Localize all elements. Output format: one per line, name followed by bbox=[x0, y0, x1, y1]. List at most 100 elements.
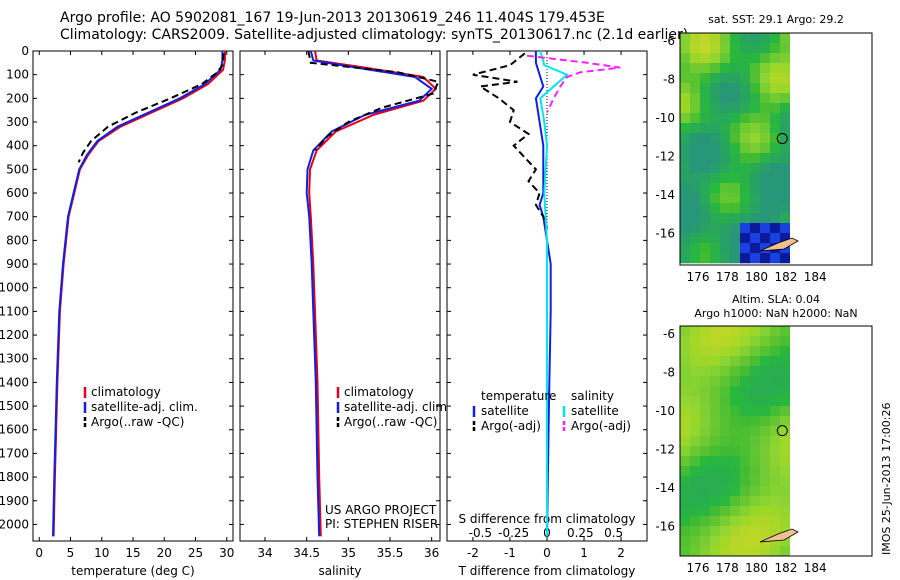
depth-tick-label: 1600 bbox=[0, 423, 29, 437]
map-cell bbox=[700, 446, 711, 457]
map-cell bbox=[690, 386, 701, 397]
map-cell bbox=[710, 406, 721, 417]
map-cell bbox=[690, 546, 701, 557]
map-cell bbox=[690, 73, 701, 84]
map-cell bbox=[720, 546, 731, 557]
map-cell bbox=[680, 356, 691, 367]
map-cell bbox=[760, 223, 771, 234]
map-cell bbox=[680, 416, 691, 427]
map-cell bbox=[730, 426, 741, 437]
island-shape bbox=[759, 528, 799, 543]
diff-legend-heading: temperature bbox=[481, 389, 556, 403]
map-cell bbox=[750, 83, 761, 94]
temperature-xtick-label: 25 bbox=[188, 546, 203, 560]
map-cell bbox=[700, 536, 711, 547]
map-cell bbox=[730, 63, 741, 74]
map-cell bbox=[730, 163, 741, 174]
map-cell bbox=[720, 486, 731, 497]
map-cell bbox=[760, 63, 771, 74]
map-cell bbox=[710, 193, 721, 204]
map-cell bbox=[700, 183, 711, 194]
map-cell bbox=[770, 396, 781, 407]
map-cell bbox=[760, 253, 771, 264]
map-cell bbox=[710, 73, 721, 84]
map-cell bbox=[740, 243, 751, 254]
map-cell bbox=[690, 33, 701, 44]
map-cell bbox=[740, 103, 751, 114]
map-cell bbox=[710, 436, 721, 447]
map-cell bbox=[760, 386, 771, 397]
temperature-legend-label: climatology bbox=[91, 385, 161, 399]
map-cell bbox=[780, 213, 791, 224]
map-cell bbox=[700, 386, 711, 397]
map-cell bbox=[720, 83, 731, 94]
map-cell bbox=[710, 386, 721, 397]
map-cell bbox=[760, 516, 771, 527]
depth-tick-label: 600 bbox=[6, 186, 29, 200]
map-cell bbox=[700, 133, 711, 144]
map-cell bbox=[720, 113, 731, 124]
map-cell bbox=[780, 163, 791, 174]
map-cell bbox=[760, 53, 771, 64]
map-cell bbox=[770, 516, 781, 527]
map-cell bbox=[700, 123, 711, 134]
map-cell bbox=[770, 173, 781, 184]
map-cell bbox=[760, 426, 771, 437]
map-cell bbox=[780, 376, 791, 387]
map-cell bbox=[680, 43, 691, 54]
map-cell bbox=[740, 153, 751, 164]
map-cell bbox=[720, 346, 731, 357]
map-cell bbox=[740, 213, 751, 224]
map-lon-tick-label: 178 bbox=[716, 561, 739, 575]
map-cell bbox=[730, 336, 741, 347]
map-cell bbox=[730, 113, 741, 124]
map-cell bbox=[700, 456, 711, 467]
map-lat-tick-label: -12 bbox=[655, 150, 675, 164]
map-lon-tick-label: 184 bbox=[804, 270, 827, 284]
depth-tick-label: 2000 bbox=[0, 517, 29, 531]
salinity-diff-tick-label: -0.25 bbox=[498, 526, 529, 540]
map-cell bbox=[760, 546, 771, 557]
map-cell bbox=[700, 33, 711, 44]
map-cell bbox=[700, 53, 711, 64]
map-cell bbox=[750, 63, 761, 74]
map-cell bbox=[680, 396, 691, 407]
map-cell bbox=[690, 133, 701, 144]
map-cell bbox=[710, 233, 721, 244]
map-cell bbox=[770, 426, 781, 437]
map-cell bbox=[720, 53, 731, 64]
map-cell bbox=[730, 546, 741, 557]
map-cell bbox=[690, 516, 701, 527]
map-cell bbox=[720, 476, 731, 487]
map-cell bbox=[680, 193, 691, 204]
map-cell bbox=[720, 153, 731, 164]
temperature-series-satellite-adj-clim bbox=[52, 51, 224, 537]
map-cell bbox=[690, 173, 701, 184]
map-cell bbox=[760, 416, 771, 427]
map-cell bbox=[750, 396, 761, 407]
map-cell bbox=[730, 356, 741, 367]
map-cell bbox=[690, 113, 701, 124]
map-cell bbox=[760, 33, 771, 44]
map-cell bbox=[720, 183, 731, 194]
depth-tick-label: 1300 bbox=[0, 352, 29, 366]
map-cell bbox=[730, 123, 741, 134]
salinity-series-argo-raw-qc bbox=[307, 50, 440, 152]
map-cell bbox=[690, 103, 701, 114]
map-cell bbox=[770, 376, 781, 387]
map-cell bbox=[760, 466, 771, 477]
map-cell bbox=[720, 526, 731, 537]
map-cell bbox=[770, 386, 781, 397]
map-cell bbox=[780, 446, 791, 457]
map-cell bbox=[720, 123, 731, 134]
map-cell bbox=[680, 123, 691, 134]
map-cell bbox=[780, 113, 791, 124]
map-cell bbox=[690, 223, 701, 234]
map-cell bbox=[740, 93, 751, 104]
map-cell bbox=[740, 326, 751, 337]
depth-tick-label: 1800 bbox=[0, 470, 29, 484]
map-cell bbox=[780, 233, 791, 244]
map-cell bbox=[740, 133, 751, 144]
map-cell bbox=[710, 123, 721, 134]
map-cell bbox=[700, 366, 711, 377]
